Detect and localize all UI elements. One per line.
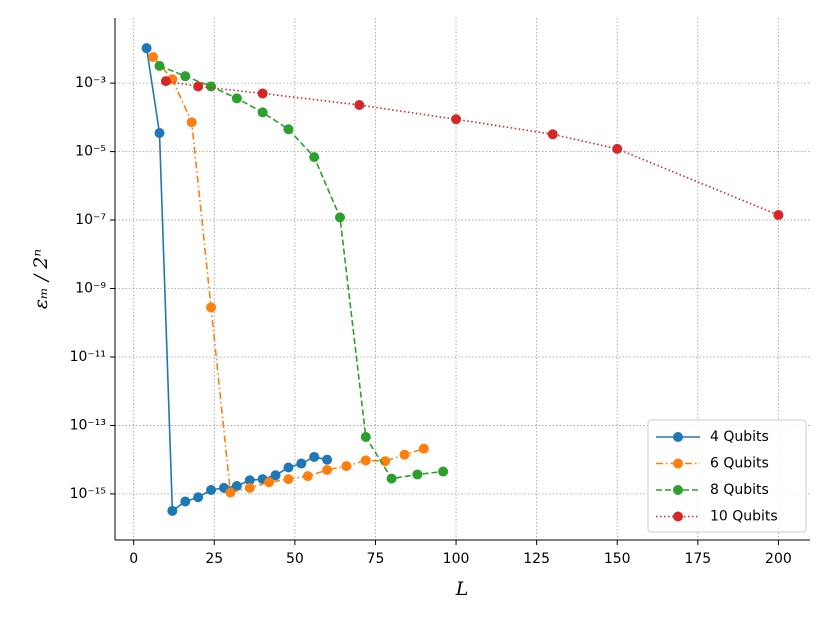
x-tick-label: 75 <box>367 551 385 567</box>
data-point <box>180 71 191 82</box>
legend-label: 6 Qubits <box>710 456 769 472</box>
data-point <box>231 93 242 104</box>
y-tick-label: 10⁻¹¹ <box>70 349 106 365</box>
data-point <box>231 481 242 492</box>
y-tick-label: 10⁻⁹ <box>75 281 106 297</box>
data-point <box>335 212 346 223</box>
y-tick-label: 10⁻⁷ <box>75 212 106 228</box>
data-point <box>354 99 365 110</box>
data-point <box>612 143 623 154</box>
legend-label: 10 Qubits <box>710 509 778 525</box>
series-line <box>159 65 444 480</box>
x-tick-label: 125 <box>523 551 550 567</box>
data-point <box>257 88 268 99</box>
data-point <box>451 114 462 125</box>
data-point <box>283 124 294 135</box>
x-tick-label: 25 <box>205 551 223 567</box>
data-point <box>360 431 371 442</box>
data-point <box>264 477 275 488</box>
data-point <box>360 455 371 466</box>
x-tick-label: 100 <box>443 551 470 567</box>
data-point <box>206 81 217 92</box>
data-point <box>257 107 268 118</box>
data-point <box>309 451 320 462</box>
x-axis-label: L <box>455 578 469 600</box>
data-point <box>283 474 294 485</box>
data-point <box>270 470 281 481</box>
x-tick-label: 0 <box>129 551 138 567</box>
x-tick-label: 50 <box>286 551 304 567</box>
data-point <box>180 496 191 507</box>
data-point <box>302 471 313 482</box>
y-tick-label: 10⁻¹⁵ <box>70 486 106 502</box>
data-point <box>296 458 307 469</box>
data-point <box>148 52 159 63</box>
data-point <box>322 464 333 475</box>
data-point <box>206 302 217 313</box>
x-tick-label: 150 <box>604 551 631 567</box>
data-point <box>154 127 165 138</box>
x-tick-label: 200 <box>765 551 792 567</box>
data-point <box>386 473 397 484</box>
y-axis-label: εₘ / 2ⁿ <box>30 249 52 309</box>
data-point <box>167 505 178 516</box>
series-line <box>165 80 779 216</box>
data-point <box>309 152 320 163</box>
data-point <box>244 482 255 493</box>
legend-marker <box>673 458 683 469</box>
x-tick-label: 175 <box>684 551 711 567</box>
data-point <box>244 475 255 486</box>
y-tick-label: 10⁻³ <box>75 75 106 91</box>
legend-marker <box>673 511 683 522</box>
data-point <box>322 454 333 465</box>
legend-marker <box>673 432 683 442</box>
legend-label: 4 Qubits <box>710 429 769 445</box>
data-point <box>206 484 217 495</box>
data-point <box>773 210 784 221</box>
data-point <box>141 43 152 54</box>
data-point <box>399 449 410 460</box>
legend-label: 8 Qubits <box>710 482 769 498</box>
series-line <box>145 48 328 513</box>
data-point <box>438 466 449 477</box>
data-point <box>193 81 204 92</box>
data-point <box>154 60 165 71</box>
y-tick-label: 10⁻¹³ <box>70 417 106 433</box>
y-tick-label: 10⁻⁵ <box>75 144 106 160</box>
data-point <box>418 443 429 454</box>
data-point <box>412 469 423 480</box>
data-point <box>186 117 197 128</box>
data-point <box>193 492 204 503</box>
legend-marker <box>673 485 683 495</box>
data-point <box>341 461 352 472</box>
data-point <box>225 487 236 498</box>
data-point <box>547 129 558 140</box>
data-point <box>283 462 294 473</box>
legend-box <box>647 419 807 533</box>
data-point <box>160 76 171 87</box>
